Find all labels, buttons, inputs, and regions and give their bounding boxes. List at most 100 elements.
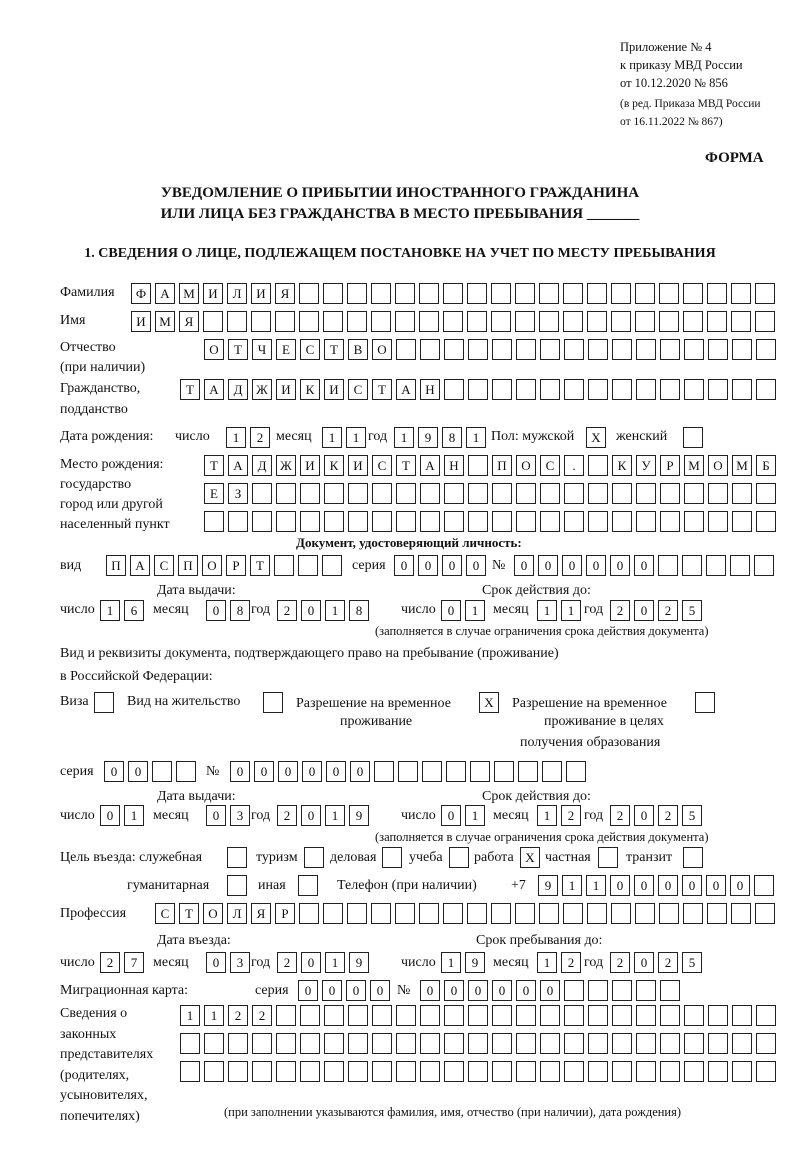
char-box[interactable] bbox=[660, 1005, 680, 1026]
checkbox[interactable] bbox=[683, 427, 703, 448]
char-box[interactable]: 0 bbox=[128, 761, 148, 782]
char-box[interactable]: М bbox=[155, 311, 175, 332]
char-box[interactable] bbox=[708, 339, 728, 360]
char-box[interactable]: И bbox=[203, 283, 223, 304]
char-box[interactable]: О bbox=[372, 339, 392, 360]
char-box[interactable]: 2 bbox=[277, 952, 297, 973]
char-box[interactable] bbox=[540, 379, 560, 400]
char-box[interactable] bbox=[732, 511, 752, 532]
char-box[interactable] bbox=[446, 761, 466, 782]
char-box[interactable] bbox=[228, 511, 248, 532]
char-box[interactable] bbox=[684, 1033, 704, 1054]
char-box[interactable]: 2 bbox=[277, 600, 297, 621]
char-box[interactable] bbox=[732, 1005, 752, 1026]
char-box[interactable] bbox=[444, 1005, 464, 1026]
char-box[interactable]: 0 bbox=[100, 805, 120, 826]
char-box[interactable]: Ф bbox=[131, 283, 151, 304]
char-box[interactable] bbox=[468, 379, 488, 400]
char-box[interactable]: 0 bbox=[420, 980, 440, 1001]
char-box[interactable] bbox=[276, 1033, 296, 1054]
char-box[interactable] bbox=[152, 761, 172, 782]
char-box[interactable]: Н bbox=[420, 379, 440, 400]
char-box[interactable]: Т bbox=[179, 903, 199, 924]
char-box[interactable] bbox=[203, 311, 223, 332]
char-box[interactable] bbox=[708, 379, 728, 400]
char-box[interactable] bbox=[636, 379, 656, 400]
char-box[interactable]: 9 bbox=[538, 875, 558, 896]
char-box[interactable] bbox=[564, 483, 584, 504]
char-box[interactable] bbox=[516, 1005, 536, 1026]
char-box[interactable] bbox=[588, 339, 608, 360]
char-box[interactable] bbox=[683, 903, 703, 924]
char-box[interactable] bbox=[492, 511, 512, 532]
char-box[interactable]: У bbox=[636, 455, 656, 476]
char-box[interactable] bbox=[732, 1061, 752, 1082]
checkbox[interactable]: X bbox=[586, 427, 606, 448]
char-box[interactable] bbox=[587, 311, 607, 332]
char-box[interactable]: 0 bbox=[468, 980, 488, 1001]
pob-field-3[interactable] bbox=[204, 511, 776, 532]
char-box[interactable] bbox=[660, 1061, 680, 1082]
char-box[interactable]: И bbox=[276, 379, 296, 400]
char-box[interactable] bbox=[395, 283, 415, 304]
char-box[interactable] bbox=[564, 980, 584, 1001]
char-box[interactable]: Р bbox=[275, 903, 295, 924]
char-box[interactable] bbox=[419, 311, 439, 332]
char-box[interactable] bbox=[684, 339, 704, 360]
char-box[interactable]: 1 bbox=[322, 427, 342, 448]
char-box[interactable] bbox=[660, 379, 680, 400]
char-box[interactable]: 0 bbox=[298, 980, 318, 1001]
char-box[interactable] bbox=[612, 1033, 632, 1054]
char-box[interactable]: Я bbox=[179, 311, 199, 332]
char-box[interactable] bbox=[683, 311, 703, 332]
purpose-study-checkbox[interactable] bbox=[449, 847, 469, 868]
char-box[interactable] bbox=[587, 903, 607, 924]
char-box[interactable]: 3 bbox=[230, 952, 250, 973]
char-box[interactable] bbox=[682, 555, 702, 576]
char-box[interactable] bbox=[252, 1033, 272, 1054]
char-box[interactable]: Я bbox=[251, 903, 271, 924]
char-box[interactable] bbox=[539, 903, 559, 924]
char-box[interactable]: А bbox=[155, 283, 175, 304]
checkbox[interactable] bbox=[227, 847, 247, 868]
char-box[interactable]: С bbox=[154, 555, 174, 576]
char-box[interactable]: 1 bbox=[561, 600, 581, 621]
char-box[interactable] bbox=[444, 379, 464, 400]
char-box[interactable] bbox=[444, 1061, 464, 1082]
residence-checkbox[interactable] bbox=[263, 692, 283, 713]
char-box[interactable]: 0 bbox=[634, 952, 654, 973]
purpose-official-checkbox[interactable] bbox=[227, 847, 247, 868]
char-box[interactable] bbox=[276, 1061, 296, 1082]
char-box[interactable] bbox=[564, 1033, 584, 1054]
char-box[interactable]: О bbox=[204, 339, 224, 360]
char-box[interactable] bbox=[372, 1005, 392, 1026]
char-box[interactable] bbox=[588, 1061, 608, 1082]
char-box[interactable]: 1 bbox=[537, 600, 557, 621]
char-box[interactable] bbox=[444, 483, 464, 504]
char-box[interactable] bbox=[730, 555, 750, 576]
char-box[interactable] bbox=[372, 1033, 392, 1054]
char-box[interactable]: 0 bbox=[634, 600, 654, 621]
char-box[interactable]: 0 bbox=[538, 555, 558, 576]
char-box[interactable]: 0 bbox=[562, 555, 582, 576]
char-box[interactable] bbox=[324, 1033, 344, 1054]
char-box[interactable] bbox=[756, 483, 776, 504]
char-box[interactable]: 0 bbox=[610, 555, 630, 576]
char-box[interactable]: П bbox=[492, 455, 512, 476]
char-box[interactable]: 1 bbox=[226, 427, 246, 448]
char-box[interactable] bbox=[372, 1061, 392, 1082]
char-box[interactable]: Т bbox=[372, 379, 392, 400]
char-box[interactable] bbox=[180, 1061, 200, 1082]
char-box[interactable] bbox=[348, 511, 368, 532]
char-box[interactable]: 5 bbox=[682, 952, 702, 973]
